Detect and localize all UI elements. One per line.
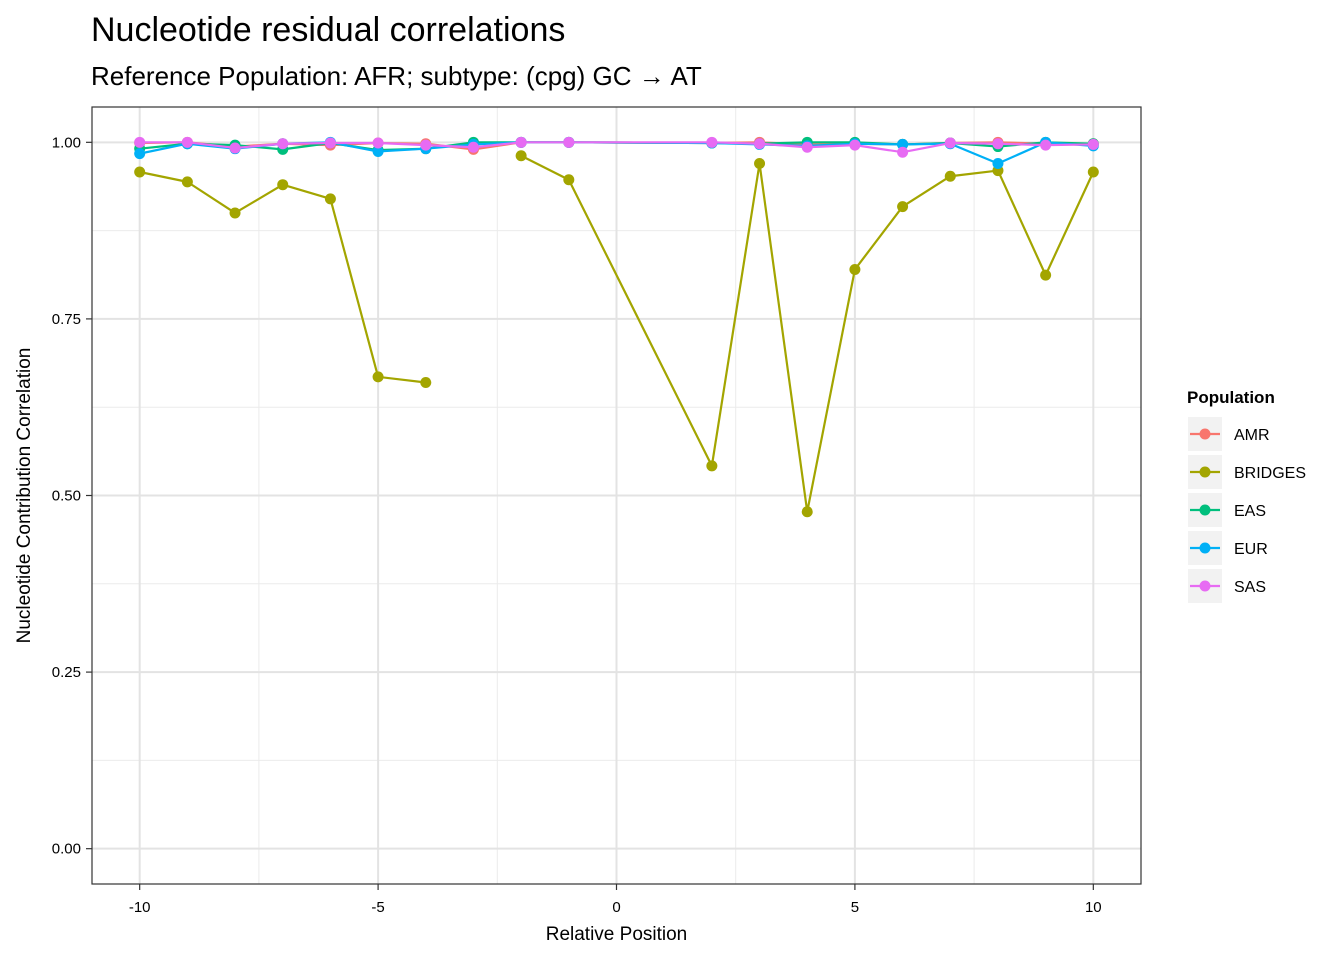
data-point-sas xyxy=(944,137,956,149)
y-axis-title: Nucleotide Contribution Correlation xyxy=(14,348,35,644)
data-point-bridges xyxy=(849,263,861,275)
legend-point-bridges xyxy=(1199,466,1211,478)
data-point-sas xyxy=(181,136,193,148)
data-point-bridges xyxy=(801,506,813,518)
series-bridges xyxy=(134,150,1099,518)
data-point-sas xyxy=(324,137,336,149)
data-point-bridges xyxy=(134,166,146,178)
data-point-sas xyxy=(897,146,909,158)
legend-title: Population xyxy=(1187,388,1275,407)
data-point-bridges xyxy=(1087,166,1099,178)
legend-label-eas: EAS xyxy=(1234,503,1266,520)
data-point-sas xyxy=(563,136,575,148)
data-point-sas xyxy=(754,138,766,150)
data-point-bridges xyxy=(420,376,432,388)
data-point-sas xyxy=(1040,139,1052,151)
x-tick-label: 0 xyxy=(612,899,620,916)
y-tick-label: 0.50 xyxy=(52,488,81,505)
grid xyxy=(92,107,1141,884)
data-point-sas xyxy=(706,136,718,148)
data-point-bridges xyxy=(324,193,336,205)
legend: Population AMR BRIDGES EAS EUR SAS xyxy=(1187,388,1306,603)
data-point-bridges xyxy=(277,179,289,191)
x-axis: -10 -5 0 5 10 xyxy=(129,884,1102,916)
y-tick-label: 0.00 xyxy=(52,841,81,858)
data-point-eur xyxy=(992,158,1004,170)
data-point-bridges xyxy=(372,371,384,383)
data-point-eur xyxy=(897,138,909,150)
x-tick-label: 10 xyxy=(1085,899,1102,916)
data-point-sas xyxy=(515,136,527,148)
data-point-sas xyxy=(372,137,384,149)
data-point-sas xyxy=(420,139,432,151)
x-tick-label: -10 xyxy=(129,899,151,916)
legend-label-eur: EUR xyxy=(1234,541,1268,558)
series-sas xyxy=(134,136,1099,158)
data-point-sas xyxy=(801,141,813,153)
legend-point-sas xyxy=(1199,580,1211,592)
data-point-sas xyxy=(229,142,241,154)
y-tick-label: 0.75 xyxy=(52,311,81,328)
series-layer xyxy=(134,136,1099,518)
y-tick-label: 0.25 xyxy=(52,664,81,681)
chart-title: Nucleotide residual correlations xyxy=(91,11,565,49)
data-point-sas xyxy=(992,138,1004,150)
data-point-eur xyxy=(372,146,384,158)
legend-point-eas xyxy=(1199,504,1211,516)
x-tick-label: 5 xyxy=(851,899,859,916)
data-point-bridges xyxy=(1040,269,1052,281)
data-point-bridges xyxy=(515,150,527,162)
data-point-bridges xyxy=(897,201,909,213)
data-point-bridges xyxy=(944,170,956,182)
data-point-sas xyxy=(134,136,146,148)
legend-label-bridges: BRIDGES xyxy=(1234,465,1306,482)
data-point-eur xyxy=(134,148,146,160)
data-point-sas xyxy=(277,138,289,150)
legend-label-amr: AMR xyxy=(1234,427,1270,444)
data-point-bridges xyxy=(754,158,766,170)
data-point-bridges xyxy=(563,174,575,186)
legend-label-sas: SAS xyxy=(1234,579,1266,596)
chart-subtitle: Reference Population: AFR; subtype: (cpg… xyxy=(91,61,702,91)
legend-point-eur xyxy=(1199,542,1211,554)
data-point-bridges xyxy=(229,207,241,219)
data-point-sas xyxy=(849,139,861,151)
data-point-bridges xyxy=(706,460,718,472)
x-axis-title: Relative Position xyxy=(546,924,688,945)
y-axis: 0.00 0.25 0.50 0.75 1.00 xyxy=(52,134,92,858)
data-point-bridges xyxy=(181,176,193,188)
x-tick-label: -5 xyxy=(371,899,384,916)
data-point-sas xyxy=(1087,138,1099,150)
legend-point-amr xyxy=(1199,428,1211,440)
y-tick-label: 1.00 xyxy=(52,134,81,151)
data-point-sas xyxy=(467,141,479,153)
